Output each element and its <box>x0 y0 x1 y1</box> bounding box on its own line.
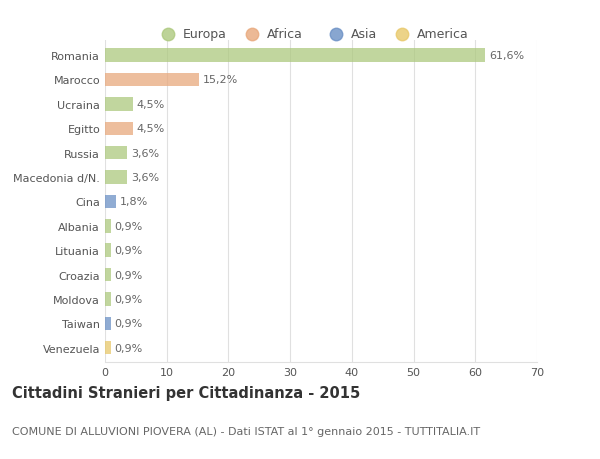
Text: COMUNE DI ALLUVIONI PIOVERA (AL) - Dati ISTAT al 1° gennaio 2015 - TUTTITALIA.IT: COMUNE DI ALLUVIONI PIOVERA (AL) - Dati … <box>12 426 480 436</box>
Bar <box>105 293 110 306</box>
Text: Africa: Africa <box>267 28 303 41</box>
Text: Asia: Asia <box>351 28 377 41</box>
Bar <box>105 195 116 209</box>
Text: 61,6%: 61,6% <box>489 51 524 61</box>
Bar <box>105 171 127 185</box>
Bar <box>105 98 133 111</box>
Bar <box>105 146 127 160</box>
Bar <box>105 122 133 135</box>
Text: 1,8%: 1,8% <box>120 197 148 207</box>
Bar <box>105 219 110 233</box>
Text: 0,9%: 0,9% <box>114 343 143 353</box>
Bar <box>105 269 110 282</box>
Bar <box>105 341 110 355</box>
Text: 3,6%: 3,6% <box>131 173 159 183</box>
Text: 0,9%: 0,9% <box>114 221 143 231</box>
Text: America: America <box>417 28 469 41</box>
Text: 0,9%: 0,9% <box>114 270 143 280</box>
Bar <box>105 317 110 330</box>
Text: Cittadini Stranieri per Cittadinanza - 2015: Cittadini Stranieri per Cittadinanza - 2… <box>12 385 360 400</box>
Bar <box>105 73 199 87</box>
Text: 0,9%: 0,9% <box>114 246 143 256</box>
Text: 15,2%: 15,2% <box>203 75 238 85</box>
Text: 3,6%: 3,6% <box>131 148 159 158</box>
Bar <box>105 244 110 257</box>
Bar <box>105 49 485 62</box>
Text: 4,5%: 4,5% <box>136 100 165 110</box>
Text: 0,9%: 0,9% <box>114 319 143 329</box>
Text: 0,9%: 0,9% <box>114 294 143 304</box>
Text: 4,5%: 4,5% <box>136 124 165 134</box>
Text: Europa: Europa <box>183 28 227 41</box>
